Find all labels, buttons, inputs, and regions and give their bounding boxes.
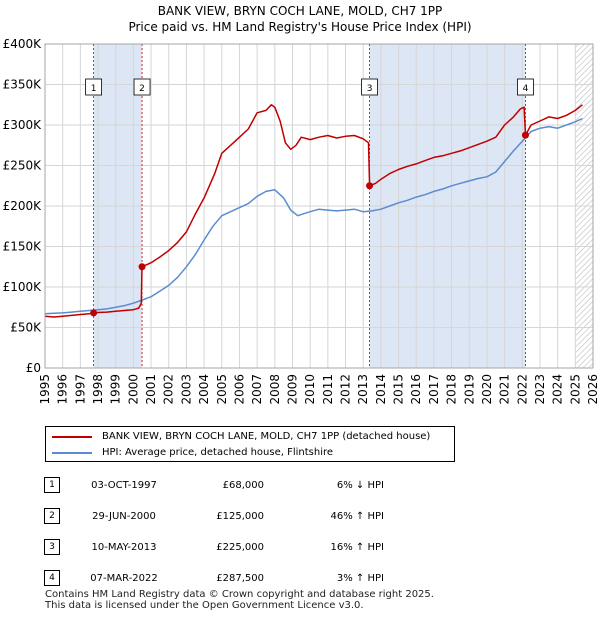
x-tick-label: 2019 <box>462 374 476 405</box>
sale-date: 10-MAY-2013 <box>91 542 157 553</box>
sale-hpi-diff: 6% ↓ HPI <box>336 480 384 491</box>
sale-point <box>521 131 529 139</box>
table-row: 2 29-JUN-2000 £125,000 46% ↑ HPI <box>44 507 464 527</box>
x-tick-label: 2022 <box>515 374 529 405</box>
x-tick-label: 2003 <box>179 374 193 405</box>
sale-number-badge: 4 <box>44 570 60 586</box>
series-line-property <box>44 104 583 318</box>
plot-area: 1 2 3 4 £0 £50K £100K £150K £200K £250K £300K £350K… <box>3 37 600 405</box>
sale-marker-label: 1 <box>91 84 97 94</box>
x-tick-label: 2006 <box>232 374 246 405</box>
x-tick-label: 1995 <box>38 374 52 405</box>
plot-frame <box>44 43 594 369</box>
x-tick-label: 2015 <box>392 374 406 405</box>
x-tick-label: 2005 <box>215 374 229 405</box>
sale-date: 07-MAR-2022 <box>90 573 158 584</box>
table-row: 3 10-MAY-2013 £225,000 16% ↑ HPI <box>44 538 464 558</box>
sale-price: £68,000 <box>222 480 264 491</box>
sale-marker-label: 3 <box>367 84 373 94</box>
x-tick-label: 2025 <box>568 374 582 405</box>
y-tick-label: £0 <box>26 361 41 375</box>
legend-swatch-property <box>52 436 92 438</box>
legend-label-property: BANK VIEW, BRYN COCH LANE, MOLD, CH7 1PP… <box>102 431 431 442</box>
legend: BANK VIEW, BRYN COCH LANE, MOLD, CH7 1PP… <box>45 426 455 462</box>
series-line-hpi <box>44 117 583 315</box>
legend-swatch-hpi <box>52 452 92 454</box>
sale-hpi-diff: 46% ↑ HPI <box>330 511 384 522</box>
x-tick-label: 2014 <box>374 374 388 405</box>
x-tick-label: 2004 <box>197 374 211 405</box>
sale-marker-box <box>517 78 534 96</box>
legend-label-hpi: HPI: Average price, detached house, Flin… <box>102 447 334 458</box>
x-tick-label: 2017 <box>427 374 441 405</box>
sale-point <box>90 309 98 317</box>
chart-title-address: BANK VIEW, BRYN COCH LANE, MOLD, CH7 1PP <box>158 4 443 18</box>
y-tick-label: £350K <box>3 78 43 92</box>
sale-price: £287,500 <box>216 573 264 584</box>
sale-number-badge: 1 <box>44 477 60 493</box>
x-tick-label: 2020 <box>480 374 494 405</box>
sale-number-badge: 3 <box>44 539 60 555</box>
sale-marker-box <box>85 78 103 96</box>
y-tick-label: £150K <box>3 240 43 254</box>
table-row: 4 07-MAR-2022 £287,500 3% ↑ HPI <box>44 569 464 589</box>
sale-point <box>138 263 146 271</box>
x-tick-label: 2016 <box>409 374 423 405</box>
sale-number-badge: 2 <box>44 508 60 524</box>
y-tick-label: £100K <box>3 280 43 294</box>
table-row: 1 03-OCT-1997 £68,000 6% ↓ HPI <box>44 476 464 496</box>
x-tick-label: 2023 <box>533 374 547 405</box>
x-tick-label: 1997 <box>73 374 87 405</box>
x-tick-label: 2026 <box>586 374 600 405</box>
sale-point <box>366 182 374 190</box>
x-tick-label: 2009 <box>285 374 299 405</box>
x-tick-label: 1998 <box>91 374 105 405</box>
sale-hpi-diff: 16% ↑ HPI <box>330 542 384 553</box>
x-tick-label: 2007 <box>250 374 264 405</box>
x-tick-label: 2011 <box>321 374 335 405</box>
sale-date: 03-OCT-1997 <box>91 480 157 491</box>
sale-marker-label: 4 <box>523 84 529 94</box>
sale-date: 29-JUN-2000 <box>92 511 156 522</box>
x-tick-label: 2012 <box>339 374 353 405</box>
y-tick-label: £200K <box>3 199 43 213</box>
sale-marker-box <box>133 78 151 96</box>
sale-marker-label: 2 <box>139 84 145 94</box>
price-chart: BANK VIEW, BRYN COCH LANE, MOLD, CH7 1PP… <box>3 4 600 405</box>
sale-hpi-diff: 3% ↑ HPI <box>336 573 384 584</box>
x-tick-label: 2024 <box>551 374 565 405</box>
sale-price: £125,000 <box>216 511 264 522</box>
x-tick-label: 1996 <box>56 374 70 405</box>
chart-title-subtitle: Price paid vs. HM Land Registry's House … <box>128 20 471 34</box>
x-tick-label: 1999 <box>109 374 123 405</box>
x-tick-label: 2021 <box>498 374 512 405</box>
y-tick-label: £400K <box>3 37 43 51</box>
footer-attribution: Contains HM Land Registry data © Crown c… <box>45 589 434 611</box>
y-tick-label: £50K <box>10 321 42 335</box>
y-tick-label: £250K <box>3 159 43 173</box>
x-tick-label: 2008 <box>268 374 282 405</box>
x-tick-label: 2013 <box>356 374 370 405</box>
sale-price: £225,000 <box>216 542 264 553</box>
x-tick-label: 2002 <box>162 374 176 405</box>
footer-line-copyright: Contains HM Land Registry data © Crown c… <box>45 589 434 600</box>
sale-marker-box <box>361 78 378 96</box>
x-tick-label: 2010 <box>303 374 317 405</box>
footer-line-license: This data is licensed under the Open Gov… <box>45 600 364 611</box>
x-tick-label: 2001 <box>144 374 158 405</box>
x-tick-label: 2018 <box>445 374 459 405</box>
y-tick-label: £300K <box>3 118 43 132</box>
x-tick-label: 2000 <box>126 374 140 405</box>
